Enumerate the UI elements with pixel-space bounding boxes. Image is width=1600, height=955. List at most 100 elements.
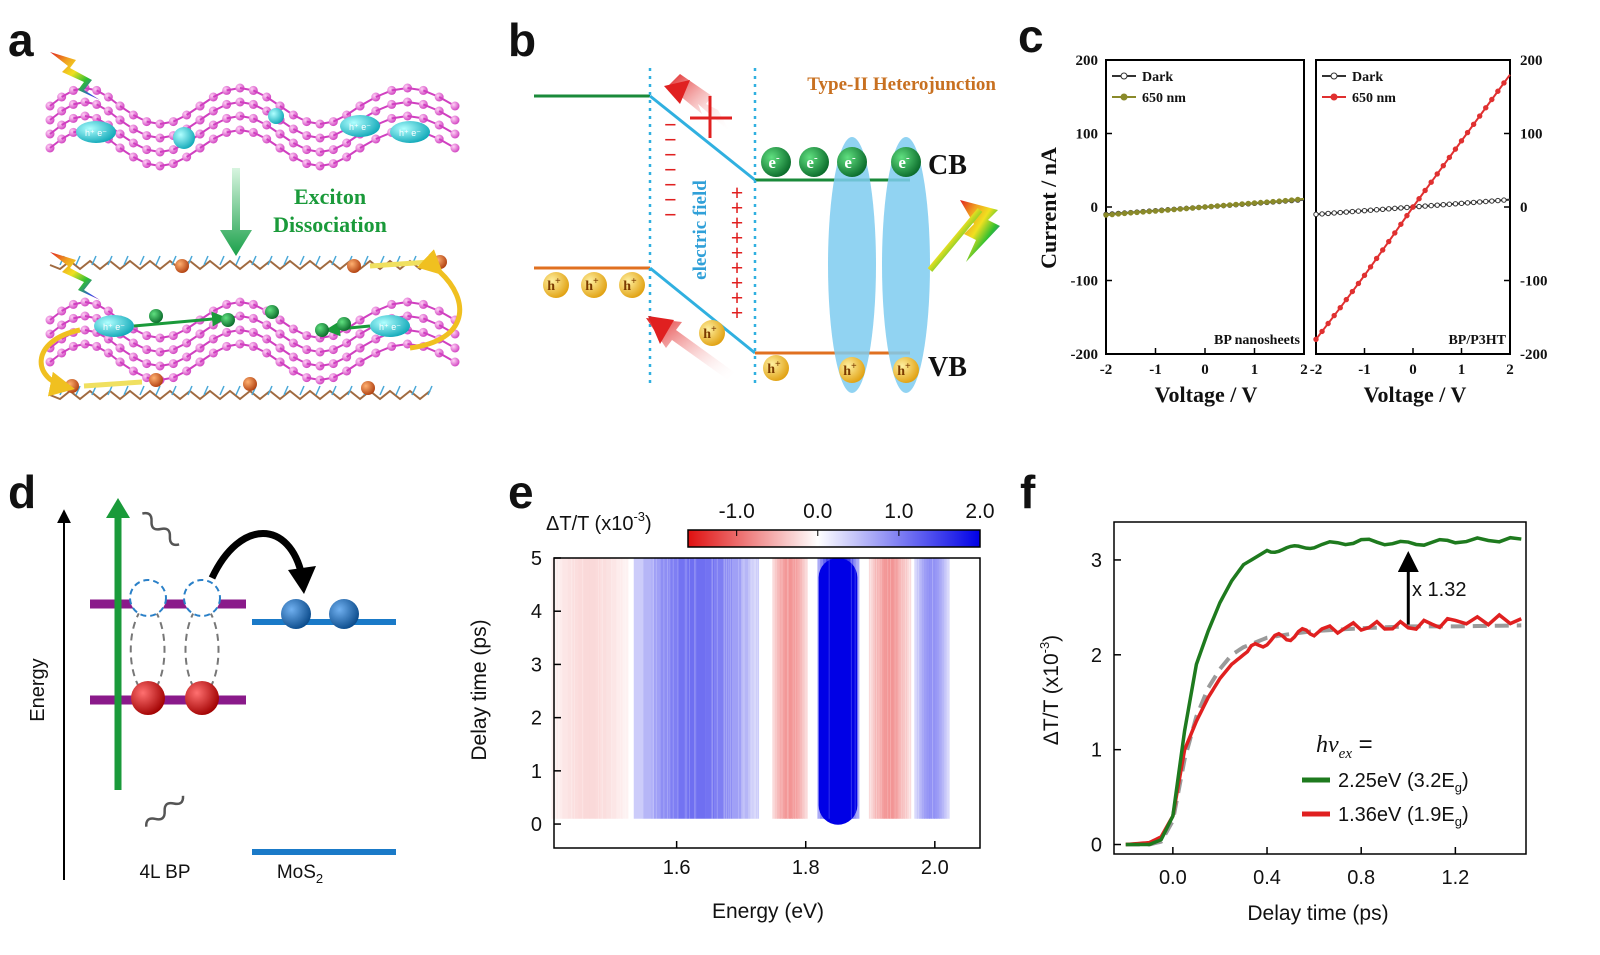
heterojunction-title: Type-II Heterojunction <box>807 74 996 95</box>
data-point <box>1393 231 1397 235</box>
y-tick-label: -100 <box>1520 274 1548 290</box>
c-xlabel-right: Voltage / V <box>1364 382 1467 407</box>
map-cell <box>696 558 705 819</box>
wavy-relaxation-icon <box>144 793 186 830</box>
vb-label: VB <box>928 352 967 383</box>
y-tick-label: 1 <box>1091 740 1102 762</box>
bp-label: 4L BP <box>139 862 190 883</box>
charge-ball <box>173 127 195 149</box>
phosphorus-atom <box>451 358 460 367</box>
electron <box>315 323 329 337</box>
y-tick-label: 3 <box>1091 550 1102 572</box>
bp-lattice-top: h⁺ e⁻h⁺ e⁻h⁺ e⁻ <box>46 84 460 171</box>
x-tick-label: 1 <box>1458 362 1466 378</box>
y-tick-label: -200 <box>1071 347 1099 363</box>
colorbar-tick-label: 1.0 <box>884 500 913 523</box>
x-tick-label: 1 <box>1251 362 1259 378</box>
data-point <box>1484 199 1488 203</box>
energy-axis-label: Energy <box>27 658 49 721</box>
phosphorus-atom <box>451 130 460 139</box>
data-point <box>1184 206 1188 210</box>
scaling-annotation: x 1.32 <box>1412 579 1466 601</box>
y-tick-label: 200 <box>1076 53 1099 69</box>
x-tick-label: 0 <box>1409 362 1417 378</box>
legend-entry-2: 1.36eV (1.9Eg) <box>1338 804 1469 829</box>
panel-label-c: c <box>1018 10 1044 62</box>
colorbar-tick-label: 0.0 <box>803 500 832 523</box>
side-chain <box>156 386 160 395</box>
legend-marker <box>1331 73 1337 79</box>
x-tick-label: 1.2 <box>1441 867 1469 889</box>
data-point <box>1465 201 1469 205</box>
data-point <box>1471 122 1475 126</box>
data-point <box>1209 204 1213 208</box>
data-point <box>1447 155 1451 159</box>
data-point <box>1380 207 1384 211</box>
data-point <box>1110 212 1114 216</box>
electron <box>281 599 311 629</box>
side-chain <box>108 256 112 265</box>
hole <box>131 681 165 715</box>
legend-marker <box>1331 94 1337 100</box>
data-point <box>1135 210 1139 214</box>
data-point <box>1159 208 1163 212</box>
data-point <box>1172 207 1176 211</box>
data-point <box>1197 205 1201 209</box>
y-tick-label: -100 <box>1071 274 1099 290</box>
phosphorus-atom <box>451 344 460 353</box>
data-point <box>1417 204 1421 208</box>
blocked-transfer-arrow <box>668 74 730 132</box>
transfer-arrow-head <box>288 566 316 594</box>
side-chain <box>396 386 400 395</box>
panel-label-e: e <box>508 466 534 518</box>
data-point <box>1435 172 1439 176</box>
data-point <box>1326 321 1330 325</box>
data-point <box>1320 329 1324 333</box>
side-chain <box>108 386 112 395</box>
positive-charge: + <box>731 300 744 325</box>
x-tick-label: 0 <box>1201 362 1209 378</box>
data-point <box>1283 198 1287 202</box>
side-chain <box>268 256 272 265</box>
legend-label: 650 nm <box>1142 91 1186 106</box>
subplot-name: BP/P3HT <box>1448 333 1506 348</box>
panel-label-b: b <box>508 14 536 66</box>
y-tick-label: 1 <box>531 761 542 783</box>
side-chain <box>380 386 384 395</box>
map-cell <box>705 558 714 819</box>
phosphorus-atom <box>249 300 258 309</box>
data-point <box>1350 289 1354 293</box>
x-tick-label: -2 <box>1310 362 1323 378</box>
charge-ball <box>268 108 284 124</box>
data-point <box>1147 209 1151 213</box>
phosphorus-atom <box>249 328 258 337</box>
colorbar-label: ΔT/T (x10-3) <box>546 509 652 535</box>
data-point <box>1320 212 1324 216</box>
legend-entry-1: 2.25eV (3.2Eg) <box>1338 770 1469 795</box>
y-tick-label: 0 <box>1091 200 1099 216</box>
data-point <box>1116 212 1120 216</box>
hole <box>361 381 375 395</box>
panel-e: e ΔT/T (x10-3) -1.0 0.0 1.0 2.0 1.6 1.8 2.001… <box>468 466 995 923</box>
colorbar-tick-label: 2.0 <box>965 500 994 523</box>
side-chain <box>76 256 80 265</box>
map-cell <box>714 558 723 819</box>
e-xlabel: Energy (eV) <box>712 900 824 923</box>
negative-charges: −−−−−−− <box>664 112 677 227</box>
data-point <box>1166 208 1170 212</box>
data-point <box>1435 203 1439 207</box>
side-chain <box>316 256 320 265</box>
data-point <box>1405 213 1409 217</box>
data-point <box>1104 213 1108 217</box>
phosphorus-atom <box>451 102 460 111</box>
data-point <box>1362 273 1366 277</box>
map-cell <box>634 558 643 819</box>
y-tick-label: 2 <box>531 708 542 730</box>
map-cell <box>732 558 741 819</box>
phosphorus-atom <box>451 116 460 125</box>
data-point <box>1289 198 1293 202</box>
phosphorus-atom <box>249 114 258 123</box>
x-tick-label: -1 <box>1358 362 1371 378</box>
side-chain <box>156 256 160 265</box>
data-point <box>1429 180 1433 184</box>
